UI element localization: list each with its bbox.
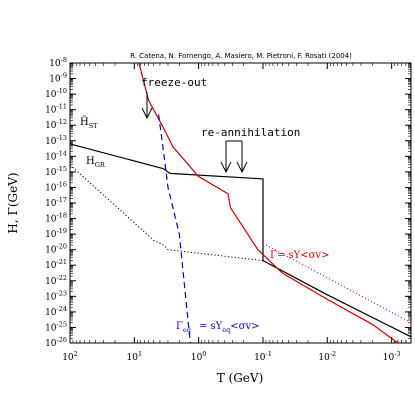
y-tick-label: 10-10	[45, 87, 67, 100]
series-line-3	[262, 242, 412, 324]
y-tick-label: 10-13	[45, 134, 67, 147]
y-axis: 10-8 10-9 10-10 10-11 10-12 10-13 10-14 10-15 10…	[45, 56, 411, 349]
x-tick-label: 102	[62, 350, 78, 363]
label-gamma: Γ= sY<σv>	[270, 250, 329, 261]
x-tick-label: 10-3	[383, 350, 401, 363]
re-annihilation-arrows	[220, 140, 248, 174]
label-h-gr-main: H	[86, 156, 95, 167]
y-tick-label: 10-8	[49, 56, 67, 69]
x-axis-title: T (GeV)	[217, 371, 264, 385]
freeze-out-annotation: freeze-out	[141, 76, 207, 89]
chart-credit: R. Catena, N. Fornengo, A. Masiero, M. P…	[130, 52, 352, 60]
y-tick-label: 10-9	[49, 72, 67, 85]
series-line-4	[158, 114, 191, 344]
y-tick-label: 10-24	[45, 305, 67, 318]
label-h-st: H̃ST	[80, 116, 98, 130]
y-tick-label: 10-25	[45, 320, 67, 333]
x-tick-label: 100	[191, 350, 207, 363]
label-gamma-eq-sub2: eq	[222, 326, 230, 334]
y-tick-label: 10-16	[45, 180, 67, 193]
label-gamma-eq: Γeq = sYeq<σv>	[176, 321, 260, 334]
label-h-gr-sub: GR	[95, 161, 106, 169]
y-tick-label: 10-14	[45, 149, 67, 162]
freeze-out-arrow	[141, 92, 153, 120]
y-tick-label: 10-15	[45, 165, 67, 178]
y-tick-label: 10-11	[45, 103, 67, 116]
label-h-gr: HGR	[86, 156, 106, 169]
re-annihilation-annotation: re-annihilation	[201, 126, 300, 139]
label-gamma-eq-sub: eq	[183, 326, 191, 334]
y-tick-label: 10-17	[45, 196, 67, 209]
y-tick-label: 10-19	[45, 227, 67, 240]
label-gamma-eq-rest: = sY	[199, 321, 223, 332]
y-tick-label: 10-23	[45, 289, 67, 302]
y-tick-label: 10-21	[45, 258, 67, 271]
x-tick-label: 10-1	[254, 350, 272, 363]
y-axis-title: H, Γ(GeV)	[6, 172, 20, 233]
plot-area	[69, 62, 412, 344]
y-tick-label: 10-12	[45, 118, 67, 131]
label-gamma-eq-end: <σv>	[230, 321, 259, 332]
y-tick-label: 10-18	[45, 212, 67, 225]
y-tick-label: 10-26	[45, 336, 67, 349]
x-tick-label: 101	[127, 350, 143, 363]
series-lines	[69, 62, 412, 344]
y-tick-label: 10-22	[45, 274, 67, 287]
label-h-st-sub: ST	[89, 122, 98, 130]
y-tick-label: 10-20	[45, 243, 67, 256]
series-line-0	[69, 143, 412, 338]
series-line-1	[69, 164, 412, 338]
x-axis: 102 101 100 10-1 10-2 10-3	[62, 63, 412, 363]
series-line-2	[138, 62, 399, 344]
label-gamma-eq-main: Γ	[176, 321, 183, 332]
x-tick-label: 10-2	[318, 350, 336, 363]
label-h-st-main: H̃	[80, 116, 89, 128]
plot-frame	[69, 62, 412, 344]
